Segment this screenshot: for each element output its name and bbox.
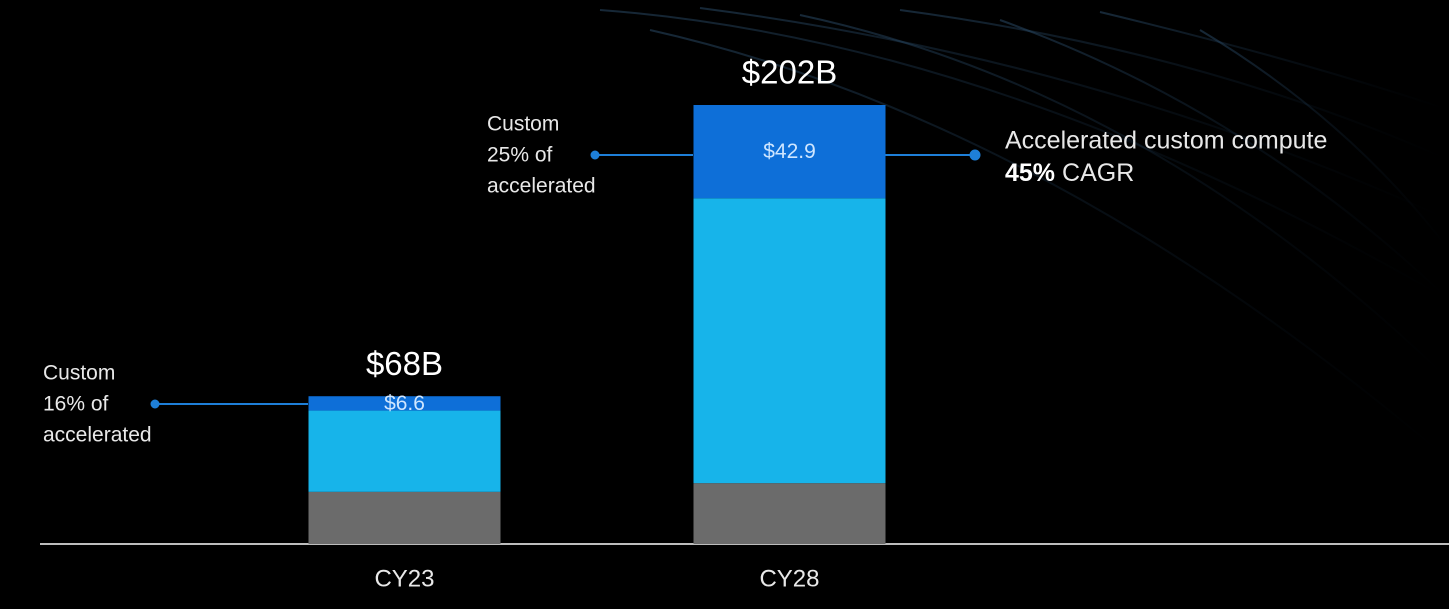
annotation: accelerated [487, 175, 596, 198]
annotation-text: CAGR [1062, 159, 1134, 187]
total-label: $202B [742, 54, 837, 91]
bar-segment [693, 483, 886, 544]
annotation: 16% of [43, 393, 109, 416]
decor-streaks [599, 7, 1449, 461]
bar-segment [693, 198, 886, 484]
annotation: Accelerated custom compute [1005, 127, 1327, 155]
annotations: Custom 16% of accelerated Custom 25% of accel… [43, 113, 1327, 447]
total-label: $68B [366, 345, 443, 382]
x-tick-label: CY28 [759, 565, 819, 592]
bar-segment [693, 105, 886, 199]
annotation-bold: 45% [1005, 159, 1055, 187]
value-label: $6.6 [384, 392, 425, 415]
annotation: 45% CAGR [1005, 159, 1134, 187]
value-label: $42.9 [763, 140, 816, 163]
bar-segment [308, 491, 501, 544]
annotation: 25% of [487, 144, 553, 167]
annotation: Custom [487, 113, 559, 136]
annotation: accelerated [43, 424, 152, 447]
x-tick-label: CY23 [374, 565, 434, 592]
annotation: Custom [43, 362, 115, 385]
bar-segment [308, 410, 501, 492]
connectors [150, 149, 981, 409]
bar-segment [308, 396, 501, 411]
